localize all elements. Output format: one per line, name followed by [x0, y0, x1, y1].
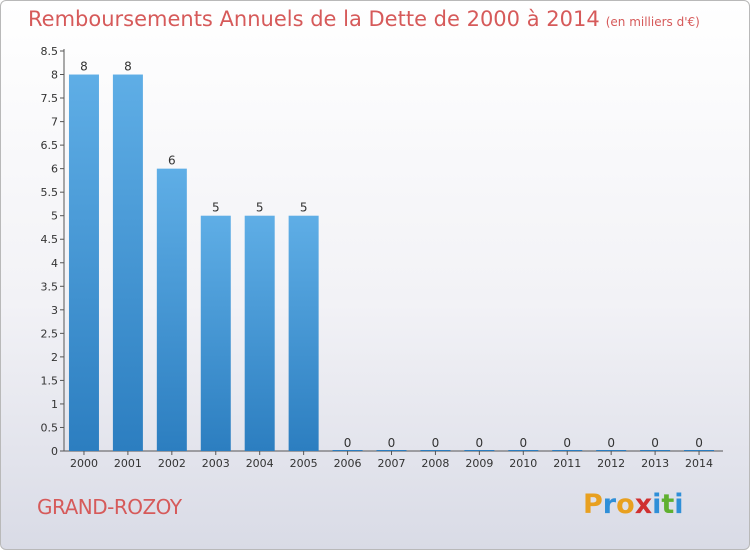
bar [244, 215, 275, 451]
commune-name: GRAND-ROZOY [37, 495, 182, 519]
x-tick-label: 2010 [509, 457, 537, 470]
data-label: 0 [651, 436, 659, 450]
data-label: 0 [476, 436, 484, 450]
y-tick-label: 8 [51, 69, 58, 82]
bar [68, 74, 99, 451]
y-tick-label: 4 [51, 257, 58, 270]
y-tick-label: 2 [51, 351, 58, 364]
bar [200, 215, 231, 451]
y-tick-label: 4.5 [41, 233, 59, 246]
data-label: 8 [80, 60, 88, 74]
y-tick-label: 1 [51, 398, 58, 411]
data-label: 5 [256, 201, 264, 215]
x-tick-label: 2008 [421, 457, 449, 470]
x-tick-label: 2005 [290, 457, 318, 470]
x-tick-label: 2011 [553, 457, 581, 470]
y-tick-label: 8.5 [41, 45, 59, 58]
data-label: 0 [519, 436, 527, 450]
logo-letter: P [583, 489, 603, 520]
data-label: 6 [168, 154, 176, 168]
y-tick-label: 7.5 [41, 92, 59, 105]
bar [640, 450, 671, 451]
x-tick-label: 2007 [378, 457, 406, 470]
x-tick-label: 2014 [685, 457, 713, 470]
y-tick-label: 6 [51, 163, 58, 176]
y-tick-label: 0 [51, 445, 58, 458]
bar [288, 215, 319, 451]
x-tick-label: 2009 [465, 457, 493, 470]
y-tick-label: 3.5 [41, 280, 59, 293]
bar [420, 450, 451, 451]
x-tick-label: 2013 [641, 457, 669, 470]
logo-letter: i [674, 489, 684, 520]
bar [508, 450, 539, 451]
data-label: 0 [607, 436, 615, 450]
bar [596, 450, 627, 451]
y-tick-label: 1.5 [41, 374, 59, 387]
data-label: 0 [388, 436, 396, 450]
y-tick-label: 7 [51, 116, 58, 129]
x-tick-label: 2006 [334, 457, 362, 470]
bar [112, 74, 143, 451]
data-label: 0 [695, 436, 703, 450]
logo-letter: t [661, 489, 675, 520]
logo-letter: r [602, 489, 617, 520]
logo-letter: o [616, 489, 635, 520]
data-label: 0 [563, 436, 571, 450]
y-tick-label: 3 [51, 304, 58, 317]
chart-title: Remboursements Annuels de la Dette de 20… [28, 7, 700, 31]
chart-title-text: Remboursements Annuels de la Dette de 20… [28, 7, 600, 31]
data-label: 5 [212, 201, 220, 215]
x-tick-label: 2002 [158, 457, 186, 470]
data-label: 0 [344, 436, 352, 450]
data-label: 0 [432, 436, 440, 450]
bar [464, 450, 495, 451]
data-label: 8 [124, 60, 132, 74]
bar [332, 450, 363, 451]
x-tick-label: 2004 [246, 457, 274, 470]
y-tick-label: 5 [51, 210, 58, 223]
chart-unit: (en milliers d'€) [605, 15, 700, 29]
bar [156, 168, 187, 451]
bar [552, 450, 583, 451]
y-tick-label: 2.5 [41, 327, 59, 340]
x-tick-label: 2012 [597, 457, 625, 470]
x-tick-label: 2003 [202, 457, 230, 470]
logo-letter: x [634, 489, 653, 520]
data-label: 5 [300, 201, 308, 215]
bar [376, 450, 407, 451]
bar [684, 450, 715, 451]
y-tick-label: 5.5 [41, 186, 59, 199]
y-tick-label: 6.5 [41, 139, 59, 152]
logo-letter: i [652, 489, 662, 520]
y-tick-label: 0.5 [41, 421, 59, 434]
x-tick-label: 2000 [70, 457, 98, 470]
proxiti-logo: Proxiti [583, 489, 684, 520]
x-tick-label: 2001 [114, 457, 142, 470]
